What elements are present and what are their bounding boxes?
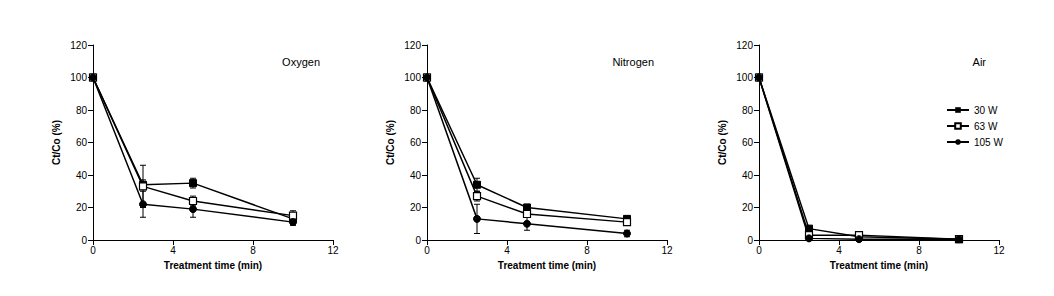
svg-text:40: 40 [742,170,754,181]
svg-text:60: 60 [410,137,422,148]
svg-text:Ct/Co (%): Ct/Co (%) [385,120,396,165]
svg-text:4: 4 [504,245,510,256]
svg-text:60: 60 [76,137,88,148]
svg-text:120: 120 [70,40,87,51]
svg-text:12: 12 [327,245,339,256]
svg-text:0: 0 [81,235,87,246]
svg-text:100: 100 [404,72,421,83]
svg-text:Ct/Co (%): Ct/Co (%) [51,120,62,165]
svg-text:Oxygen: Oxygen [282,56,320,68]
svg-text:20: 20 [742,202,754,213]
svg-text:8: 8 [584,245,590,256]
svg-text:80: 80 [76,105,88,116]
svg-text:40: 40 [76,170,88,181]
svg-text:80: 80 [742,105,754,116]
svg-text:Treatment time (min): Treatment time (min) [830,260,928,271]
svg-text:4: 4 [170,245,176,256]
svg-text:0: 0 [756,245,762,256]
svg-text:40: 40 [410,170,422,181]
svg-text:8: 8 [916,245,922,256]
svg-text:Treatment time (min): Treatment time (min) [164,260,262,271]
svg-text:8: 8 [250,245,256,256]
svg-text:60: 60 [742,137,754,148]
svg-text:120: 120 [736,40,753,51]
svg-text:80: 80 [410,105,422,116]
svg-text:100: 100 [70,72,87,83]
svg-text:63 W: 63 W [974,121,998,132]
svg-text:Ct/Co (%): Ct/Co (%) [717,120,728,165]
svg-text:12: 12 [993,245,1005,256]
svg-text:0: 0 [415,235,421,246]
svg-text:4: 4 [836,245,842,256]
svg-text:Air: Air [973,56,987,68]
svg-text:30 W: 30 W [974,105,998,116]
svg-text:20: 20 [410,202,422,213]
svg-text:0: 0 [747,235,753,246]
svg-text:Treatment time (min): Treatment time (min) [498,260,596,271]
svg-text:120: 120 [404,40,421,51]
svg-text:20: 20 [76,202,88,213]
svg-text:0: 0 [424,245,430,256]
svg-text:0: 0 [90,245,96,256]
svg-text:12: 12 [661,245,673,256]
svg-text:100: 100 [736,72,753,83]
svg-text:Nitrogen: Nitrogen [612,56,654,68]
svg-text:105 W: 105 W [974,137,1003,148]
